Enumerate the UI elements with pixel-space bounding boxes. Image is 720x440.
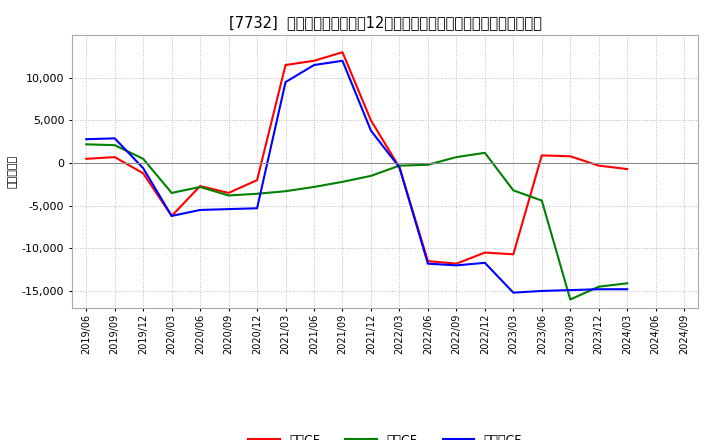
- 営業CF: [395, 165, 404, 170]
- 営業CF: [82, 156, 91, 161]
- フリーCF: [196, 207, 204, 213]
- フリーCF: [167, 213, 176, 219]
- Title: [7732]  キャッシュフローの12か月移動合計の対前年同期増減額の推移: [7732] キャッシュフローの12か月移動合計の対前年同期増減額の推移: [229, 15, 541, 30]
- 営業CF: [366, 118, 375, 123]
- 営業CF: [595, 163, 603, 168]
- Line: 営業CF: 営業CF: [86, 52, 627, 264]
- 投資CF: [480, 150, 489, 155]
- 投資CF: [310, 184, 318, 190]
- 投資CF: [338, 179, 347, 184]
- 営業CF: [196, 183, 204, 189]
- フリーCF: [537, 288, 546, 293]
- 投資CF: [82, 142, 91, 147]
- フリーCF: [225, 206, 233, 212]
- 投資CF: [253, 191, 261, 196]
- 投資CF: [537, 198, 546, 203]
- 投資CF: [423, 162, 432, 167]
- 営業CF: [623, 166, 631, 172]
- 営業CF: [253, 177, 261, 183]
- 営業CF: [282, 62, 290, 68]
- Line: フリーCF: フリーCF: [86, 61, 627, 293]
- 投資CF: [225, 193, 233, 198]
- Line: 投資CF: 投資CF: [86, 144, 627, 300]
- 営業CF: [139, 171, 148, 176]
- 投資CF: [139, 156, 148, 161]
- 営業CF: [310, 58, 318, 63]
- 投資CF: [452, 154, 461, 160]
- フリーCF: [566, 287, 575, 293]
- 営業CF: [167, 213, 176, 219]
- 営業CF: [225, 190, 233, 195]
- フリーCF: [623, 286, 631, 292]
- 営業CF: [452, 261, 461, 266]
- フリーCF: [282, 80, 290, 85]
- フリーCF: [366, 128, 375, 133]
- 営業CF: [338, 50, 347, 55]
- 投資CF: [509, 188, 518, 193]
- フリーCF: [509, 290, 518, 295]
- フリーCF: [253, 205, 261, 211]
- 営業CF: [537, 153, 546, 158]
- フリーCF: [139, 165, 148, 171]
- フリーCF: [82, 136, 91, 142]
- Legend: 営業CF, 投資CF, フリーCF: 営業CF, 投資CF, フリーCF: [243, 429, 527, 440]
- フリーCF: [595, 286, 603, 292]
- 投資CF: [366, 173, 375, 179]
- フリーCF: [110, 136, 119, 141]
- 営業CF: [423, 258, 432, 264]
- フリーCF: [395, 165, 404, 170]
- 営業CF: [509, 252, 518, 257]
- 投資CF: [566, 297, 575, 302]
- 投資CF: [623, 281, 631, 286]
- 投資CF: [196, 184, 204, 190]
- フリーCF: [452, 263, 461, 268]
- 営業CF: [110, 154, 119, 160]
- フリーCF: [310, 62, 318, 68]
- 投資CF: [395, 163, 404, 168]
- フリーCF: [480, 260, 489, 265]
- 投資CF: [282, 189, 290, 194]
- 投資CF: [110, 143, 119, 148]
- 営業CF: [480, 250, 489, 255]
- 営業CF: [566, 154, 575, 159]
- フリーCF: [338, 58, 347, 63]
- フリーCF: [423, 261, 432, 266]
- 投資CF: [595, 284, 603, 290]
- 投資CF: [167, 190, 176, 195]
- Y-axis label: （百万円）: （百万円）: [8, 155, 18, 188]
